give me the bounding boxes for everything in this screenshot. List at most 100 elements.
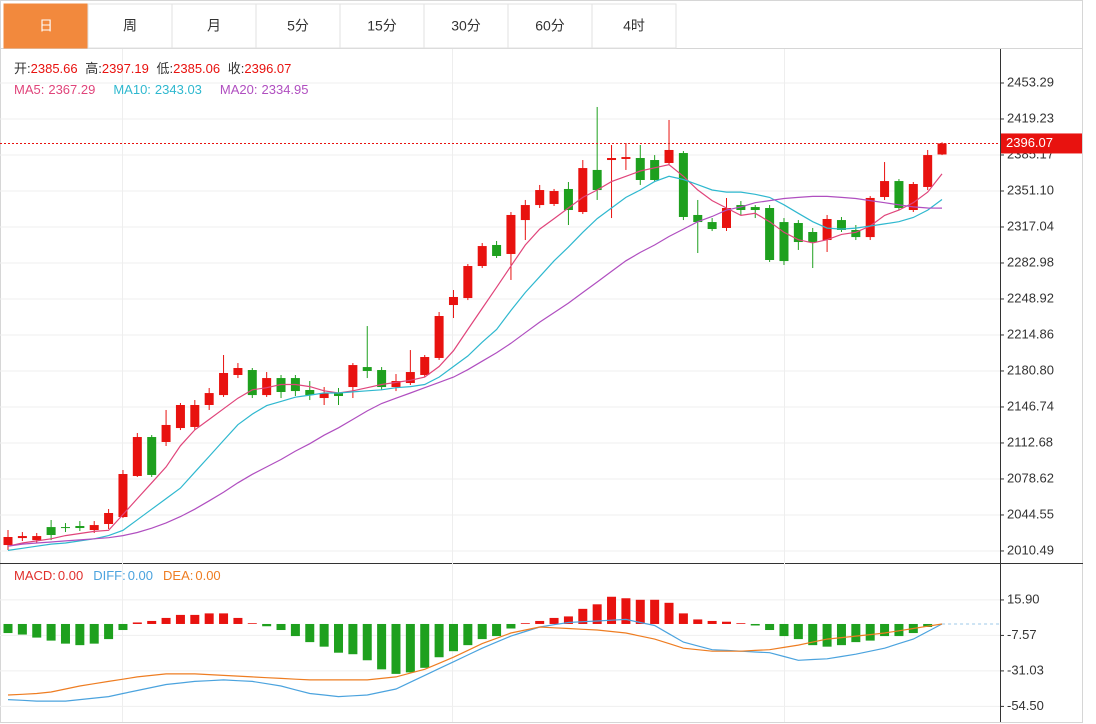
macd-bar <box>822 623 832 647</box>
candle-body <box>707 222 717 230</box>
tab[interactable] <box>423 3 509 49</box>
macd-bar <box>808 623 818 646</box>
macd-bar <box>635 599 645 624</box>
candle-body <box>477 246 487 267</box>
candle-body <box>592 169 602 191</box>
candle-body <box>678 153 688 217</box>
tab-label[interactable]: 5分 <box>287 18 309 34</box>
legend-value: 2385.66 <box>31 61 78 76</box>
y-tick-label: -31.03 <box>1007 662 1044 677</box>
candle-body <box>377 370 387 388</box>
macd-bar <box>535 620 545 624</box>
candle-body <box>434 316 444 358</box>
legend-label: DIFF: <box>93 568 126 583</box>
y-tick-label: 2351.10 <box>1007 182 1054 197</box>
macd-bar <box>448 623 458 652</box>
y-tick-label: 2419.23 <box>1007 110 1054 125</box>
tab-label[interactable]: 60分 <box>535 18 565 34</box>
macd-bar <box>549 617 559 624</box>
macd-bar <box>262 623 272 627</box>
y-tick-label: 2078.62 <box>1007 470 1054 485</box>
candle-body <box>118 474 128 518</box>
macd-bar <box>175 614 185 624</box>
candle-body <box>175 404 185 429</box>
candle-body <box>563 188 573 211</box>
macd-bar <box>233 617 243 624</box>
macd-bar <box>305 623 315 643</box>
macd-bar <box>865 623 875 641</box>
candle-body <box>132 437 142 477</box>
y-tick-label: -7.57 <box>1007 627 1037 642</box>
tab-label[interactable]: 日 <box>39 18 53 34</box>
macd-bar <box>104 623 114 640</box>
legend-label: 高: <box>85 61 102 76</box>
candle-body <box>334 393 344 397</box>
macd-bar <box>46 623 56 641</box>
macd-bar <box>592 604 602 624</box>
tab-label[interactable]: 4时 <box>623 18 645 34</box>
legend-label: DEA: <box>163 568 193 583</box>
legend-label: 收: <box>228 61 245 76</box>
macd-bar <box>678 613 688 624</box>
macd-bar <box>204 613 214 624</box>
tab-label[interactable]: 月 <box>207 18 221 34</box>
macd-bar <box>377 623 387 670</box>
macd-bar <box>506 623 516 629</box>
tab[interactable] <box>87 3 173 49</box>
candle-body <box>865 197 875 238</box>
candle-body <box>880 181 890 198</box>
macd-bar <box>621 598 631 624</box>
candle-body <box>650 160 660 180</box>
candle-body <box>506 214 516 254</box>
macd-bar <box>290 623 300 637</box>
candle-body <box>17 536 27 539</box>
candle-body <box>46 527 56 535</box>
tab-label[interactable]: 30分 <box>451 18 481 34</box>
macd-bar <box>750 623 760 626</box>
macd-bar <box>463 623 473 646</box>
y-tick-label: 2146.74 <box>1007 398 1054 413</box>
tab[interactable] <box>171 3 257 49</box>
macd-bar <box>405 623 415 673</box>
candle-body <box>908 184 918 211</box>
candle-body <box>319 393 329 399</box>
macd-bar <box>563 616 573 624</box>
y-tick-label: 2317.04 <box>1007 218 1054 233</box>
candle-body <box>894 181 904 209</box>
candle-body <box>391 381 401 388</box>
candle-body <box>247 370 257 396</box>
legend-label: 开: <box>14 61 31 76</box>
candle-body <box>520 205 530 221</box>
candle-body <box>722 208 731 228</box>
macd-bar <box>247 623 257 624</box>
candle-body <box>937 143 947 155</box>
macd-bar <box>851 623 861 643</box>
candle-body <box>204 393 214 405</box>
macd-bar <box>894 623 904 637</box>
macd-bar <box>693 619 703 624</box>
tab-label[interactable]: 15分 <box>367 18 397 34</box>
candle-body <box>147 437 157 475</box>
candle-body <box>405 372 415 384</box>
candle-body <box>549 190 559 204</box>
macd-bar <box>89 623 99 644</box>
macd-bar <box>3 623 13 634</box>
macd-bar <box>219 613 229 624</box>
tab-label[interactable]: 周 <box>123 18 137 34</box>
legend-value: 0.00 <box>195 568 220 583</box>
legend-value: 2334.95 <box>262 82 309 97</box>
tab[interactable] <box>591 3 677 49</box>
macd-bar <box>276 623 286 631</box>
macd-bar <box>434 623 444 658</box>
y-tick-label: -54.50 <box>1007 698 1044 713</box>
macd-bar <box>319 623 329 647</box>
legend-value: 2396.07 <box>244 61 291 76</box>
macd-bar <box>650 599 660 624</box>
y-tick-label: 2282.98 <box>1007 254 1054 269</box>
macd-bar <box>334 623 344 653</box>
macd-bar <box>391 623 401 674</box>
ma-legend: MA5: 2367.29 MA10: 2343.03 MA20: 2334.95 <box>14 82 309 97</box>
candle-body <box>635 158 645 180</box>
